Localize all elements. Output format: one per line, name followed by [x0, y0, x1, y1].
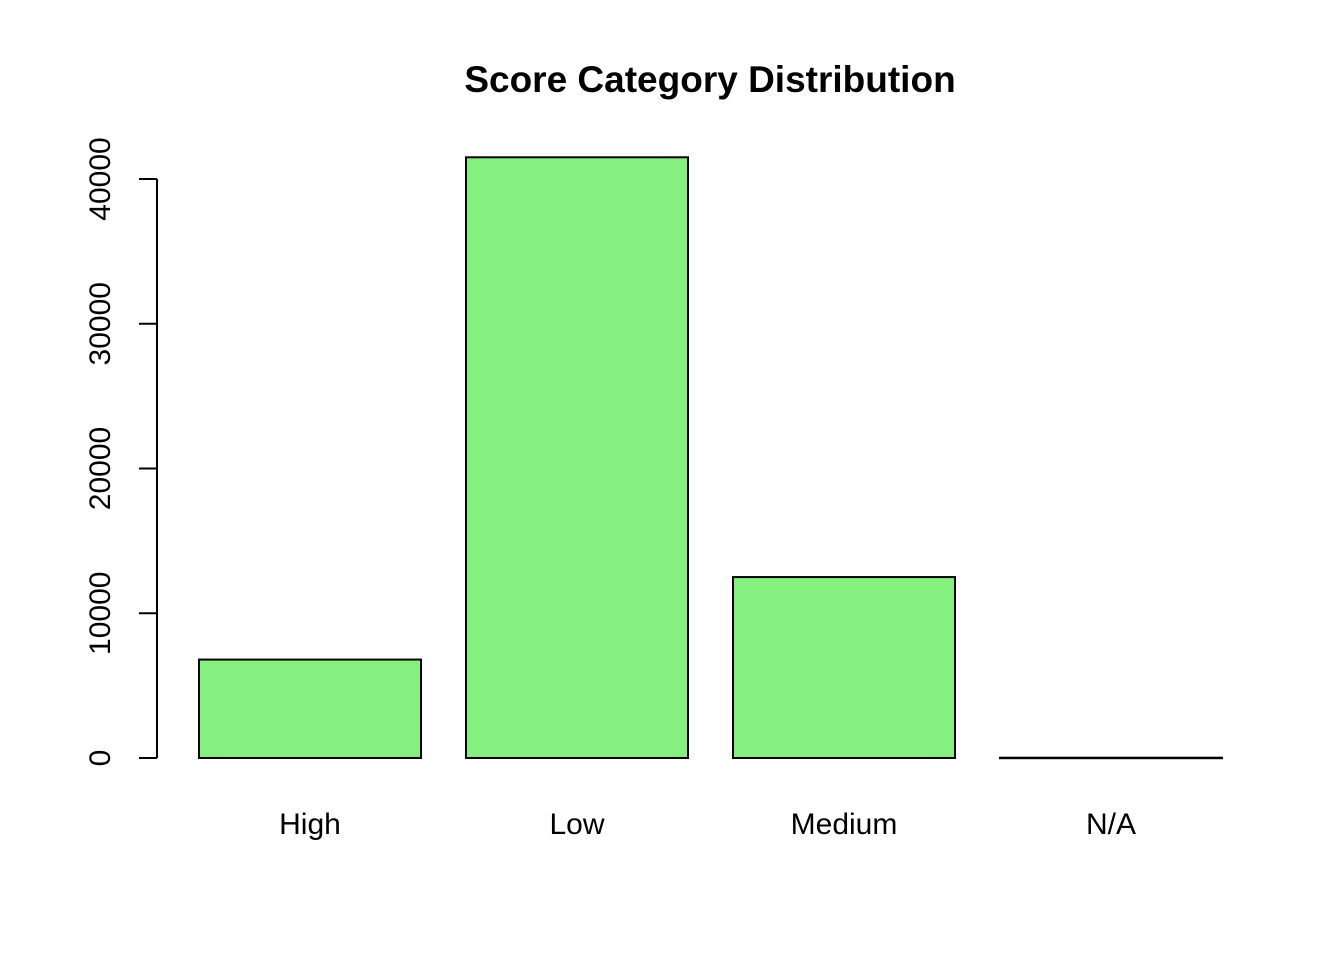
y-tick-label: 40000 [84, 137, 117, 220]
bar-low [465, 156, 689, 760]
y-tick-label: 10000 [84, 572, 117, 655]
x-tick-label: Medium [791, 808, 898, 841]
x-tick-label: High [279, 808, 341, 841]
y-tick-label: 20000 [84, 427, 117, 510]
bar-medium [732, 576, 956, 759]
x-axis-labels: High Low Medium N/A [279, 808, 1136, 841]
bars-group [198, 156, 1223, 760]
x-tick-label: Low [549, 808, 604, 841]
bar-high [198, 658, 422, 760]
chart-title: Score Category Distribution [464, 59, 955, 100]
bar-n-a [999, 756, 1223, 760]
x-tick-label: N/A [1086, 808, 1136, 841]
y-tick-label: 30000 [84, 282, 117, 365]
y-tick-label: 0 [84, 750, 117, 767]
y-axis: 0 10000 20000 30000 40000 [84, 137, 158, 767]
